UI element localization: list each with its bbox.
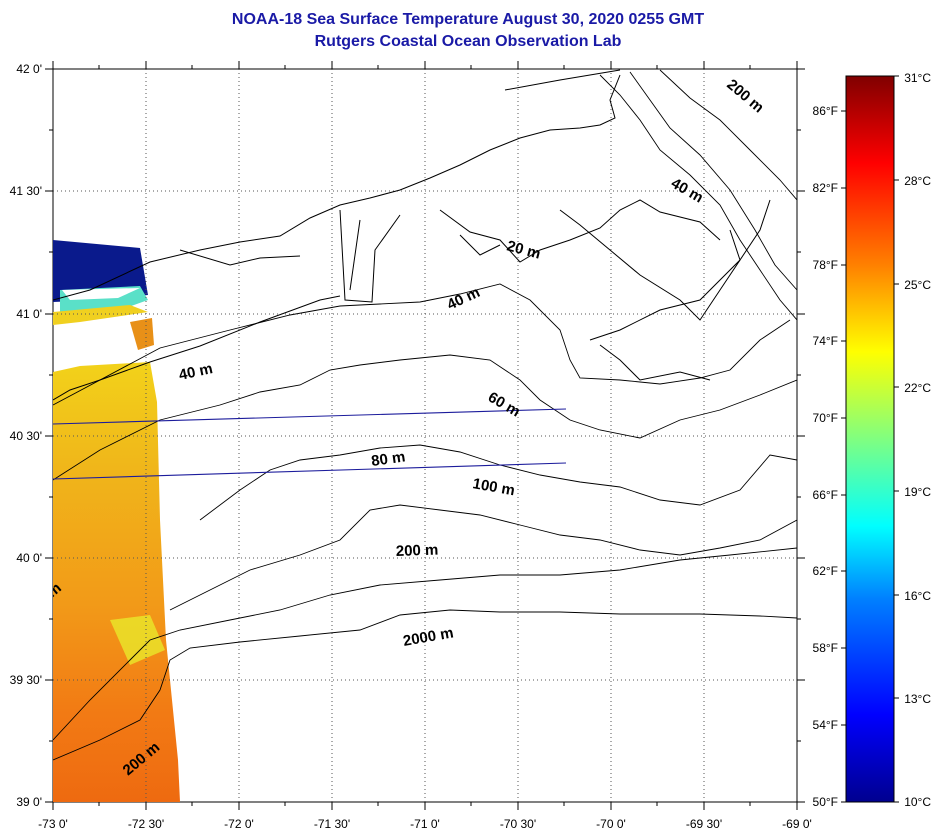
f-label: 54°F (813, 718, 838, 732)
contour-label: m (44, 579, 65, 601)
c-label: 10°C (904, 795, 931, 809)
c-label: 25°C (904, 278, 931, 292)
sst-nearshore-patch (130, 318, 154, 350)
c-label: 31°C (904, 71, 931, 85)
frame-ticks (45, 61, 805, 810)
contour-label: 40 m (177, 360, 214, 384)
celsius-labels: 31°C 28°C 25°C 22°C 19°C 16°C 13°C 10°C (904, 71, 931, 809)
contour-label: 80 m (370, 448, 406, 470)
lon-label: -71 30' (314, 817, 350, 831)
lat-label: 39 0' (16, 795, 42, 809)
map-title: NOAA-18 Sea Surface Temperature August 3… (231, 11, 705, 28)
latitude-labels: 42 0' 41 30' 41 0' 40 30' 40 0' 39 30' 3… (10, 62, 42, 809)
sst-swath (53, 362, 180, 802)
lon-label: -71 0' (410, 817, 440, 831)
lon-label: -70 30' (500, 817, 536, 831)
coastline (53, 69, 771, 401)
lat-label: 40 0' (16, 551, 42, 565)
frame-minor-ticks (49, 65, 801, 806)
sst-cloud (62, 288, 140, 300)
lat-label: 39 30' (10, 673, 42, 687)
lat-label: 41 30' (10, 184, 42, 198)
lon-label: -70 0' (596, 817, 626, 831)
transect-lines (53, 408, 567, 480)
f-label: 86°F (813, 104, 838, 118)
f-label: 70°F (813, 411, 838, 425)
c-label: 16°C (904, 589, 931, 603)
lon-label: -73 0' (38, 817, 68, 831)
bathymetry-contours (53, 69, 797, 761)
c-label: 22°C (904, 381, 931, 395)
map-subtitle: Rutgers Coastal Ocean Observation Lab (314, 33, 622, 50)
f-label: 82°F (813, 181, 838, 195)
sst-cold-patch (53, 240, 148, 302)
sst-warm-strip (53, 305, 148, 325)
lat-label: 42 0' (16, 62, 42, 76)
lon-label: -69 30' (686, 817, 722, 831)
lat-label: 41 0' (16, 307, 42, 321)
c-label: 19°C (904, 485, 931, 499)
c-label: 13°C (904, 692, 931, 706)
f-label: 78°F (813, 258, 838, 272)
longitude-labels: -73 0' -72 30' -72 0' -71 30' -71 0' -70… (38, 817, 812, 831)
lon-label: -69 0' (782, 817, 812, 831)
c-label: 28°C (904, 174, 931, 188)
f-label: 66°F (813, 488, 838, 502)
lon-label: -72 30' (128, 817, 164, 831)
fahrenheit-labels: 86°F 82°F 78°F 74°F 70°F 66°F 62°F 58°F … (813, 104, 838, 809)
lat-label: 40 30' (10, 429, 42, 443)
f-label: 62°F (813, 564, 838, 578)
graticule (53, 69, 797, 802)
fahrenheit-ticks (841, 110, 846, 803)
contour-label: 200 m (396, 542, 439, 560)
f-label: 50°F (813, 795, 838, 809)
temperature-colorbar (845, 75, 895, 803)
f-label: 58°F (813, 641, 838, 655)
sst-warm-patch (110, 615, 165, 665)
celsius-ticks (894, 75, 899, 803)
f-label: 74°F (813, 334, 838, 348)
lon-label: -72 0' (224, 817, 254, 831)
